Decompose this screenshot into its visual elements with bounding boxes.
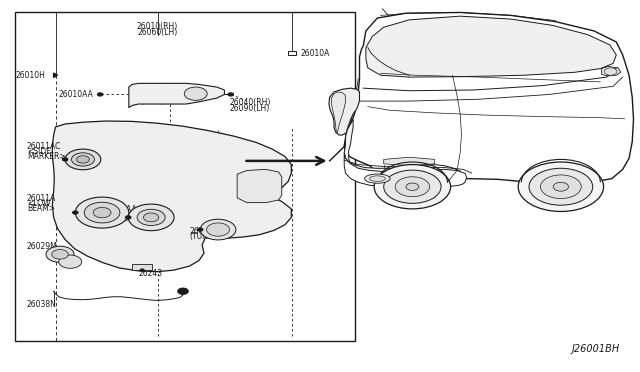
Text: 26243: 26243 bbox=[138, 269, 163, 278]
Polygon shape bbox=[344, 119, 463, 183]
Circle shape bbox=[184, 87, 207, 100]
Polygon shape bbox=[129, 83, 225, 108]
Circle shape bbox=[84, 202, 120, 223]
Circle shape bbox=[76, 197, 129, 228]
Circle shape bbox=[63, 158, 68, 161]
Circle shape bbox=[198, 228, 203, 231]
Ellipse shape bbox=[365, 174, 390, 183]
Circle shape bbox=[553, 182, 568, 191]
Bar bbox=[132, 263, 152, 270]
Circle shape bbox=[518, 162, 604, 211]
Circle shape bbox=[178, 288, 188, 294]
Text: (TURN): (TURN) bbox=[189, 232, 216, 241]
Ellipse shape bbox=[369, 176, 385, 182]
Circle shape bbox=[140, 269, 144, 271]
Text: <LOW: <LOW bbox=[27, 199, 51, 208]
Circle shape bbox=[73, 211, 78, 214]
Bar bbox=[15, 13, 355, 341]
Circle shape bbox=[200, 219, 236, 240]
Text: 26040(RH): 26040(RH) bbox=[230, 99, 271, 108]
Bar bbox=[288, 51, 296, 55]
Polygon shape bbox=[366, 16, 616, 77]
Circle shape bbox=[540, 175, 581, 199]
Text: 26011A3: 26011A3 bbox=[189, 227, 223, 235]
Circle shape bbox=[604, 68, 617, 75]
Text: BEAM>: BEAM> bbox=[27, 204, 55, 213]
Text: 26029M: 26029M bbox=[27, 243, 58, 251]
Circle shape bbox=[137, 209, 165, 225]
Circle shape bbox=[374, 164, 451, 209]
Polygon shape bbox=[237, 169, 282, 203]
Text: 26011AC: 26011AC bbox=[27, 142, 61, 151]
Circle shape bbox=[406, 183, 419, 190]
Text: 26010(RH): 26010(RH) bbox=[137, 22, 178, 31]
Circle shape bbox=[143, 213, 159, 222]
Circle shape bbox=[93, 208, 111, 218]
Text: 26011AA: 26011AA bbox=[102, 205, 137, 215]
Text: 26010AA: 26010AA bbox=[59, 90, 93, 99]
Text: 26090(LH): 26090(LH) bbox=[230, 104, 270, 113]
Text: 26038N: 26038N bbox=[27, 300, 57, 310]
Polygon shape bbox=[344, 153, 467, 188]
Polygon shape bbox=[344, 13, 634, 184]
Text: 26010A: 26010A bbox=[301, 49, 330, 58]
Text: <SIDE: <SIDE bbox=[27, 147, 51, 156]
Circle shape bbox=[59, 255, 82, 268]
Text: BEAM>: BEAM> bbox=[102, 215, 130, 224]
Circle shape bbox=[65, 149, 100, 170]
Polygon shape bbox=[52, 121, 291, 272]
Circle shape bbox=[77, 156, 90, 163]
Circle shape bbox=[128, 204, 174, 231]
Text: 26010H: 26010H bbox=[15, 71, 45, 80]
Circle shape bbox=[52, 250, 68, 259]
Text: <HIGH: <HIGH bbox=[102, 210, 128, 219]
Polygon shape bbox=[329, 88, 360, 135]
Text: 26060(LH): 26060(LH) bbox=[138, 28, 178, 36]
Circle shape bbox=[228, 93, 234, 96]
Polygon shape bbox=[602, 66, 621, 76]
Circle shape bbox=[46, 246, 74, 262]
Text: MARKER>: MARKER> bbox=[27, 152, 65, 161]
Circle shape bbox=[384, 170, 441, 203]
Polygon shape bbox=[54, 73, 58, 77]
Circle shape bbox=[72, 153, 95, 166]
Text: 26011A: 26011A bbox=[27, 195, 56, 203]
Circle shape bbox=[395, 177, 429, 197]
Circle shape bbox=[529, 168, 593, 205]
Circle shape bbox=[125, 216, 131, 219]
Polygon shape bbox=[384, 157, 435, 166]
Circle shape bbox=[98, 93, 102, 96]
Text: J26001BH: J26001BH bbox=[572, 344, 620, 354]
Polygon shape bbox=[332, 92, 346, 132]
Circle shape bbox=[207, 223, 230, 236]
